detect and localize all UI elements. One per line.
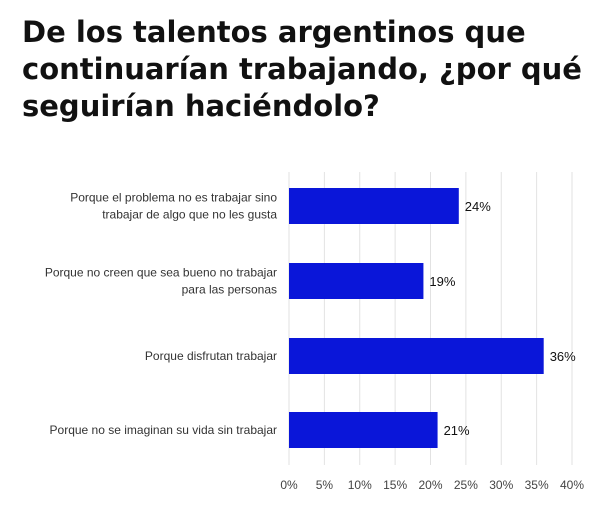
category-labels: Porque el problema no es trabajar sino tr… xyxy=(45,191,277,438)
bars xyxy=(289,188,544,448)
bar xyxy=(289,338,544,374)
category-label-line: trabajar de algo que no les gusta xyxy=(102,208,277,222)
bar-value-label: 24% xyxy=(465,199,491,214)
category-label-line: Porque no creen que sea bueno no trabaja… xyxy=(45,266,277,280)
category-label: Porque no creen que sea bueno no trabaja… xyxy=(45,266,277,297)
category-label-line: para las personas xyxy=(182,283,277,297)
bar xyxy=(289,263,424,299)
bar-value-label: 21% xyxy=(444,423,470,438)
x-tick-label: 35% xyxy=(525,478,549,492)
x-tick-label: 20% xyxy=(418,478,442,492)
category-label-line: Porque disfrutan trabajar xyxy=(145,349,277,363)
x-tick-label: 40% xyxy=(560,478,584,492)
bar-value-label: 19% xyxy=(429,274,455,289)
bar xyxy=(289,412,438,448)
x-axis-ticks: 0% 5% 10% 15% 20% 25% 30% 35% 40% xyxy=(280,478,584,492)
x-tick-label: 0% xyxy=(280,478,298,492)
x-tick-label: 15% xyxy=(383,478,407,492)
category-label-line: Porque no se imaginan su vida sin trabaj… xyxy=(50,423,277,437)
category-label: Porque no se imaginan su vida sin trabaj… xyxy=(50,423,277,437)
category-label: Porque el problema no es trabajar sino tr… xyxy=(70,191,277,222)
bar-value-label: 36% xyxy=(550,349,576,364)
category-label-line: Porque el problema no es trabajar sino xyxy=(70,191,277,205)
x-tick-label: 10% xyxy=(348,478,372,492)
chart-title: De los talentos argentinos que continuar… xyxy=(22,15,582,123)
category-label: Porque disfrutan trabajar xyxy=(145,349,277,363)
x-tick-label: 25% xyxy=(454,478,478,492)
x-tick-label: 5% xyxy=(316,478,334,492)
bar xyxy=(289,188,459,224)
value-labels: 24% 19% 36% 21% xyxy=(429,199,576,438)
x-tick-label: 30% xyxy=(489,478,513,492)
